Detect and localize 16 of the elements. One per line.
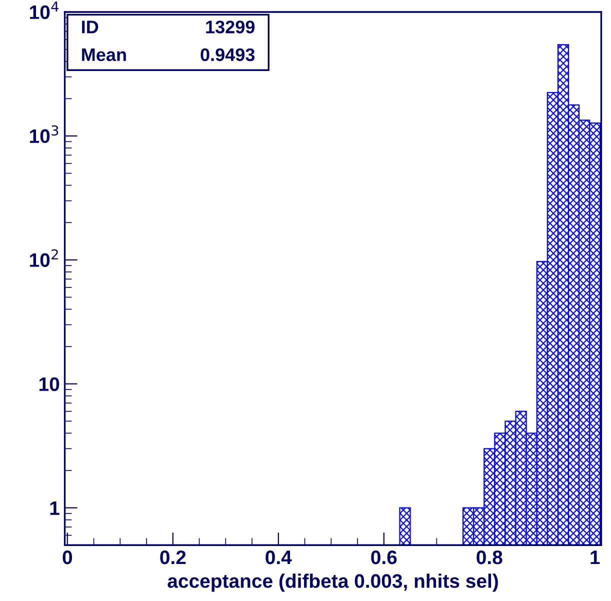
x-axis-title: acceptance (difbeta 0.003, nhits sel) xyxy=(168,574,498,592)
y-tick-label: 10 xyxy=(40,377,60,392)
y-tick-label: 10$^{2}$ xyxy=(30,249,58,267)
annotation: Mean xyxy=(82,48,126,62)
x-tick-label: 0.6 xyxy=(371,550,397,564)
y-tick-label: 10$^{4}$ xyxy=(30,2,59,20)
annotation: 13299 xyxy=(206,20,255,34)
y-tick-label: 10$^{3}$ xyxy=(30,125,58,144)
x-tick-label: 0.2 xyxy=(160,550,186,564)
y-tick-label: 1 xyxy=(50,501,60,515)
annotation: 0.9493 xyxy=(200,48,255,62)
annotation: ID xyxy=(82,20,98,34)
x-tick-label: 0 xyxy=(62,550,72,564)
x-tick-label: 0.8 xyxy=(476,550,502,564)
x-tick-label: 0.4 xyxy=(266,550,292,564)
x-tick-label: 1 xyxy=(590,550,600,564)
